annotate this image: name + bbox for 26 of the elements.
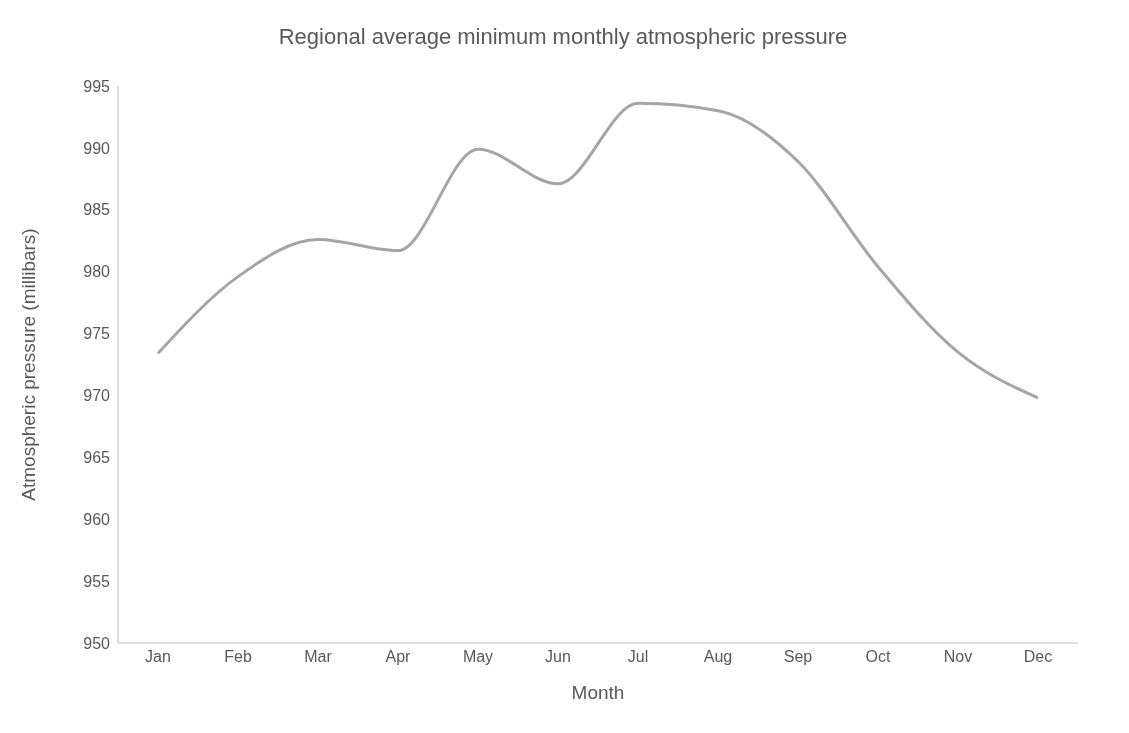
x-axis-title: Month: [571, 682, 625, 703]
line-series: [156, 101, 1040, 400]
x-tick-label: Oct: [865, 648, 891, 666]
y-tick-label: 950: [83, 634, 111, 652]
x-tick-label: Aug: [703, 648, 733, 666]
x-tick-label: Apr: [385, 648, 412, 666]
x-tick-label: Dec: [1023, 648, 1053, 666]
y-tick-label: 960: [83, 510, 111, 528]
x-tick-label: Jan: [145, 648, 171, 666]
y-tick-label: 980: [83, 263, 111, 281]
y-tick-label: 990: [83, 139, 111, 157]
y-tick-label: 995: [83, 77, 111, 95]
chart-title: Regional average minimum monthly atmospheric pressure: [277, 24, 849, 50]
x-tick-label: Feb: [224, 648, 252, 666]
x-tick-label: Mar: [304, 648, 333, 666]
x-tick-label: Jun: [545, 648, 571, 666]
y-tick-label: 970: [83, 387, 111, 405]
y-tick-label: 955: [83, 572, 111, 590]
y-tick-label: 965: [83, 449, 111, 467]
x-tick-label: Jul: [627, 648, 649, 666]
x-tick-label: Nov: [943, 648, 973, 666]
y-axis-title: Atmospheric pressure (millibars): [17, 228, 39, 501]
y-tick-label: 985: [83, 201, 111, 219]
x-tick-label: May: [462, 648, 494, 666]
x-tick-label: Sep: [783, 648, 813, 666]
y-tick-label: 975: [83, 325, 111, 343]
